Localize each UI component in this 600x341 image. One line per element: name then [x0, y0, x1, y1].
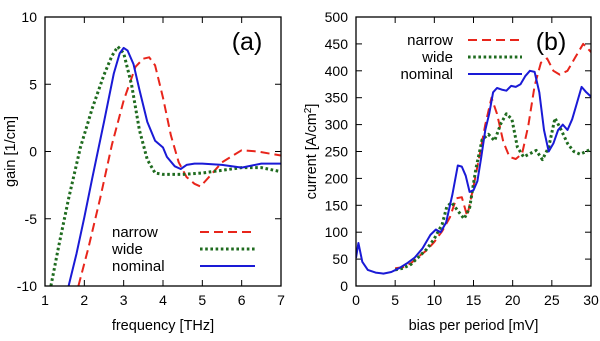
plot-frame [355, 16, 592, 287]
series-line-wide [49, 45, 281, 286]
x-tick-label: 25 [544, 292, 560, 308]
legend-label-nominal: nominal [400, 66, 453, 83]
y-axis-label: current [A/cm2] [303, 104, 321, 200]
series-line-narrow [77, 56, 281, 286]
y-tick-label: 10 [21, 9, 37, 25]
x-tick-label: 5 [391, 292, 399, 308]
x-tick-label: 10 [427, 292, 443, 308]
panel-label: (b) [536, 28, 567, 56]
x-tick-label: 5 [198, 292, 206, 308]
legend-label-wide: wide [421, 49, 453, 66]
x-tick-label: 30 [583, 292, 599, 308]
x-axis-label: bias per period [mV] [409, 318, 539, 334]
y-tick-label: 500 [325, 9, 349, 25]
legend-label-narrow: narrow [407, 32, 453, 49]
y-tick-label: 450 [325, 36, 349, 52]
chart-panel-b: 0 5 10 15 20 25 300501001502002503003504004505… [303, 9, 599, 334]
x-tick-label: 15 [466, 292, 482, 308]
series-line-nominal [356, 69, 591, 275]
legend-label-narrow: narrow [112, 224, 158, 241]
x-tick-label: 1 [41, 292, 49, 308]
y-tick-label: 400 [325, 63, 349, 79]
x-tick-label: 0 [352, 292, 360, 308]
y-tick-label: 5 [29, 76, 37, 92]
x-tick-label: 7 [277, 292, 285, 308]
panel-label: (a) [232, 28, 263, 56]
legend-label-nominal: nominal [112, 258, 165, 275]
y-tick-label: 200 [325, 170, 349, 186]
y-tick-label: 0 [340, 278, 348, 294]
y-axis-label: gain [1/cm] [3, 116, 19, 187]
x-tick-label: 3 [120, 292, 128, 308]
y-tick-label: 0 [29, 144, 37, 160]
y-tick-label: -10 [17, 278, 37, 294]
y-tick-label: 300 [325, 117, 349, 133]
x-tick-label: 4 [159, 292, 167, 308]
y-tick-label: 250 [325, 144, 349, 160]
series-line-narrow [395, 42, 591, 270]
series-line-nominal [67, 46, 281, 286]
x-tick-label: 2 [80, 292, 88, 308]
y-tick-label: 350 [325, 90, 349, 106]
y-axis-label-end: ] [304, 104, 320, 108]
x-tick-label: 20 [505, 292, 521, 308]
y-tick-label: 50 [332, 251, 348, 267]
y-tick-label: -5 [25, 211, 38, 227]
x-axis-label: frequency [THz] [112, 318, 214, 334]
x-tick-label: 6 [238, 292, 246, 308]
plot-frame [44, 16, 282, 287]
y-tick-label: 100 [325, 224, 349, 240]
legend-label-wide: wide [111, 241, 143, 258]
y-tick-label: 150 [325, 197, 349, 213]
y-axis-label-superscript: 2 [303, 107, 314, 113]
